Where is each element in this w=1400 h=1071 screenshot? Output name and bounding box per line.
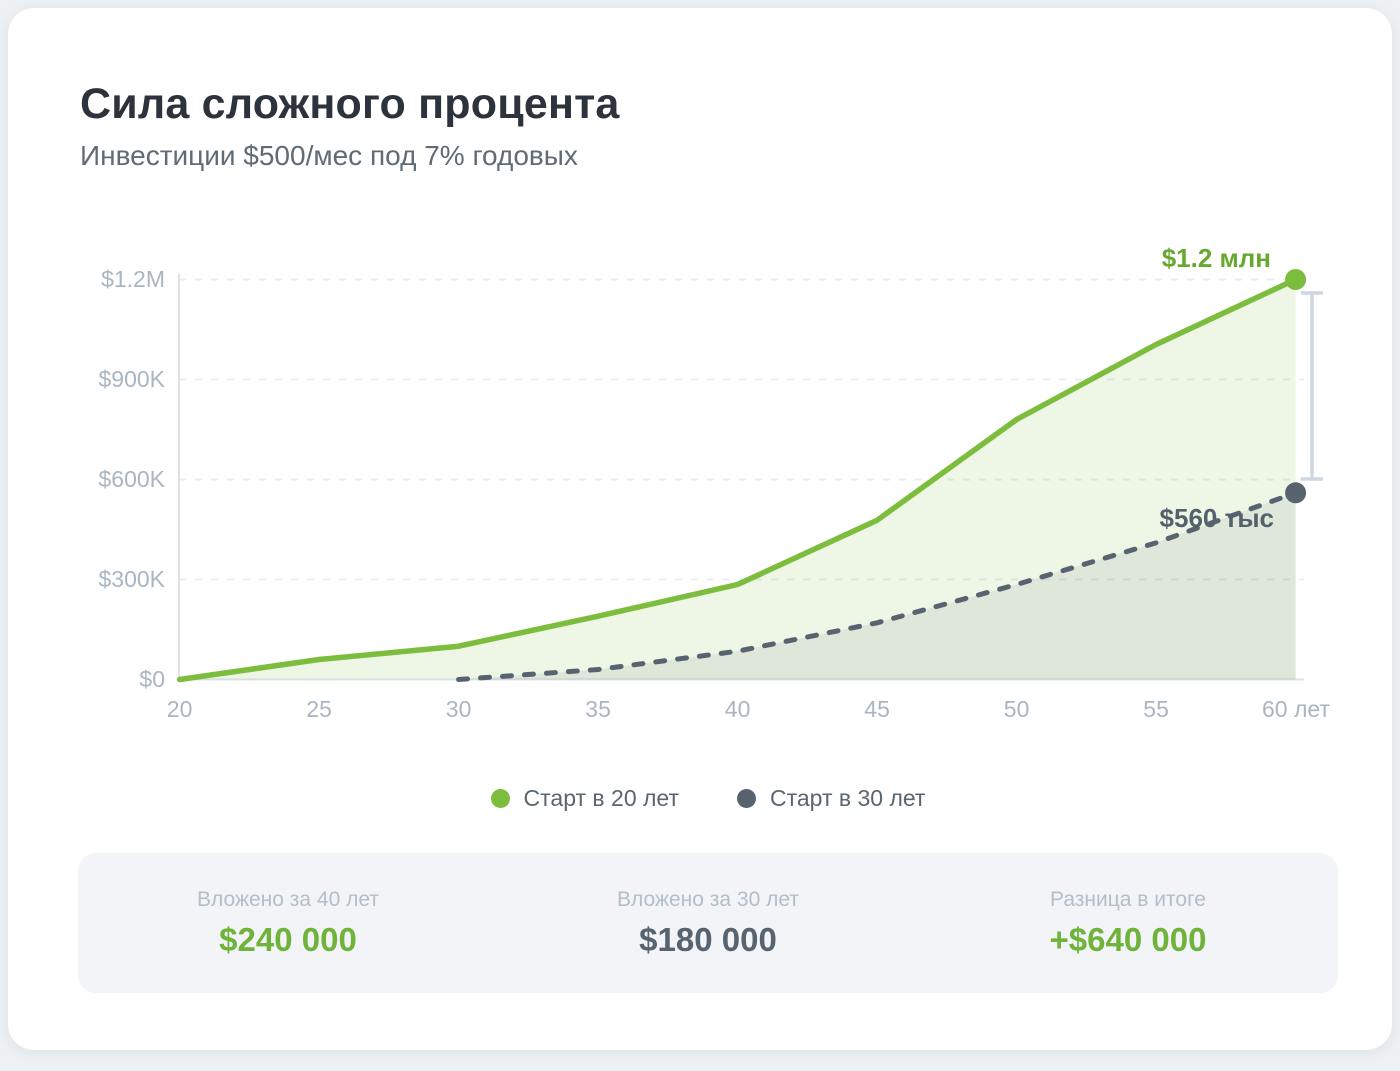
compound-interest-chart: $1.2M $900K $600K $300K $0 20 25 30 35 4… [98,243,1330,722]
stat-difference: Разница в итоге +$640 000 [918,888,1338,959]
stat-invested-30y: Вложено за 30 лет $180 000 [498,888,918,959]
legend-label-start-20: Старт в 20 лет [523,784,679,811]
chart-legend: Старт в 20 лет Старт в 30 лет [8,778,1400,818]
legend-dot-start-20-icon [490,788,510,808]
page-title: Сила сложного процента [80,80,620,128]
compound-interest-card: Сила сложного процента Инвестиции $500/м… [8,8,1392,1050]
endpoint-start-30 [1285,482,1307,504]
y-tick-label: $1.2M [101,266,165,292]
page-subtitle: Инвестиции $500/мес под 7% годовых [80,140,578,171]
y-tick-label: $0 [139,666,165,692]
x-tick-label: 60 лет [1262,696,1330,722]
label-start-30-final-value: $560 тыс [1160,503,1274,533]
x-tick-label: 45 [864,696,890,722]
stat-value: $180 000 [639,920,777,958]
y-tick-label: $900K [98,366,165,392]
summary-panel: Вложено за 40 лет $240 000 Вложено за 30… [78,853,1338,993]
x-tick-label: 30 [446,696,472,722]
legend-item-start-30[interactable]: Старт в 30 лет [737,785,925,812]
x-tick-label: 20 [167,696,193,722]
y-tick-label: $300K [98,566,165,592]
stat-label: Разница в итоге [1050,887,1206,911]
endpoint-start-20 [1285,269,1307,290]
y-tick-label: $600K [98,466,165,492]
stat-value: +$640 000 [1049,920,1207,958]
difference-bracket [1301,291,1323,481]
x-tick-label: 55 [1143,696,1169,722]
x-tick-label: 50 [1004,696,1030,722]
line-start-20 [176,276,1299,683]
x-tick-label: 35 [585,696,611,722]
legend-item-start-20[interactable]: Старт в 20 лет [490,784,679,812]
area-start-20 [179,279,1296,680]
x-tick-label: 40 [725,696,751,722]
x-tick-label: 25 [306,696,332,722]
legend-label-start-30: Старт в 30 лет [770,784,926,811]
line-start-30 [456,490,1299,682]
area-start-30 [458,492,1296,680]
stat-value: $240 000 [219,920,357,958]
stat-label: Вложено за 40 лет [197,887,379,911]
chart-area: $1.2M $900K $600K $300K $0 20 25 30 35 4… [8,8,1400,1066]
legend-dot-start-30-icon [737,788,756,808]
stat-invested-40y: Вложено за 40 лет $240 000 [78,888,498,959]
label-start-20-final-value: $1.2 млн [1162,243,1271,273]
stat-label: Вложено за 30 лет [617,887,799,911]
